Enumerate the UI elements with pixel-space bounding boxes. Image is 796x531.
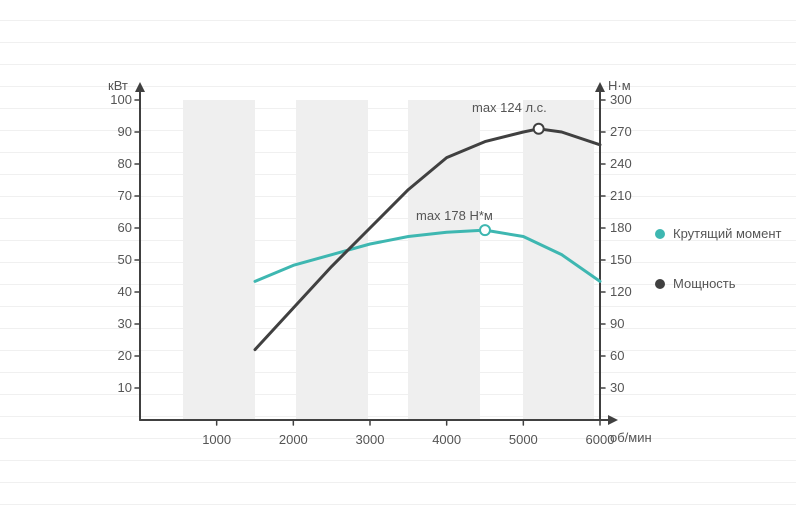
bg-grid-line: [0, 108, 796, 109]
plot-band: [523, 100, 594, 420]
legend-item-power: Мощность: [655, 276, 736, 291]
bg-grid-line: [0, 504, 796, 505]
y-right-tick-label: 90: [610, 316, 650, 331]
y-right-tick-label: 120: [610, 284, 650, 299]
y-right-axis-label: Н·м: [608, 78, 631, 93]
bg-grid-line: [0, 416, 796, 417]
x-tick-label: 3000: [345, 432, 395, 447]
bg-grid-line: [0, 372, 796, 373]
y-left-tick-label: 80: [92, 156, 132, 171]
y-right-tick-label: 300: [610, 92, 650, 107]
plot-band: [408, 100, 479, 420]
y-left-axis-label: кВт: [108, 78, 128, 93]
bg-grid-line: [0, 152, 796, 153]
y-left-tick-label: 60: [92, 220, 132, 235]
bg-grid-line: [0, 20, 796, 21]
x-tick-label: 4000: [422, 432, 472, 447]
y-left-tick-label: 10: [92, 380, 132, 395]
y-right-tick-label: 180: [610, 220, 650, 235]
bg-grid-line: [0, 482, 796, 483]
y-right-tick-label: 60: [610, 348, 650, 363]
y-right-tick-label: 270: [610, 124, 650, 139]
bg-grid-line: [0, 218, 796, 219]
y-left-tick-label: 70: [92, 188, 132, 203]
x-tick-label: 1000: [192, 432, 242, 447]
torque-max-annotation: max 178 Н*м: [416, 208, 493, 223]
y-left-tick-label: 30: [92, 316, 132, 331]
x-tick-label: 2000: [268, 432, 318, 447]
bg-grid-line: [0, 438, 796, 439]
bg-grid-line: [0, 42, 796, 43]
y-left-tick-label: 50: [92, 252, 132, 267]
y-right-tick-label: 30: [610, 380, 650, 395]
plot-band: [183, 100, 255, 420]
y-left-tick-label: 90: [92, 124, 132, 139]
y-left-tick-label: 40: [92, 284, 132, 299]
y-right-tick-label: 150: [610, 252, 650, 267]
legend-dot-icon: [655, 279, 665, 289]
y-left-tick-label: 100: [92, 92, 132, 107]
x-tick-label: 5000: [498, 432, 548, 447]
y-left-tick-label: 20: [92, 348, 132, 363]
y-right-tick-label: 210: [610, 188, 650, 203]
legend-item-torque: Крутящий момент: [655, 226, 781, 241]
bg-grid-line: [0, 460, 796, 461]
plot-band: [296, 100, 368, 420]
power-max-annotation: max 124 л.с.: [472, 100, 547, 115]
x-tick-label: 6000: [575, 432, 625, 447]
bg-grid-line: [0, 174, 796, 175]
y-right-tick-label: 240: [610, 156, 650, 171]
legend-label: Крутящий момент: [673, 226, 781, 241]
bg-grid-line: [0, 306, 796, 307]
legend-label: Мощность: [673, 276, 736, 291]
legend-dot-icon: [655, 229, 665, 239]
bg-grid-line: [0, 64, 796, 65]
